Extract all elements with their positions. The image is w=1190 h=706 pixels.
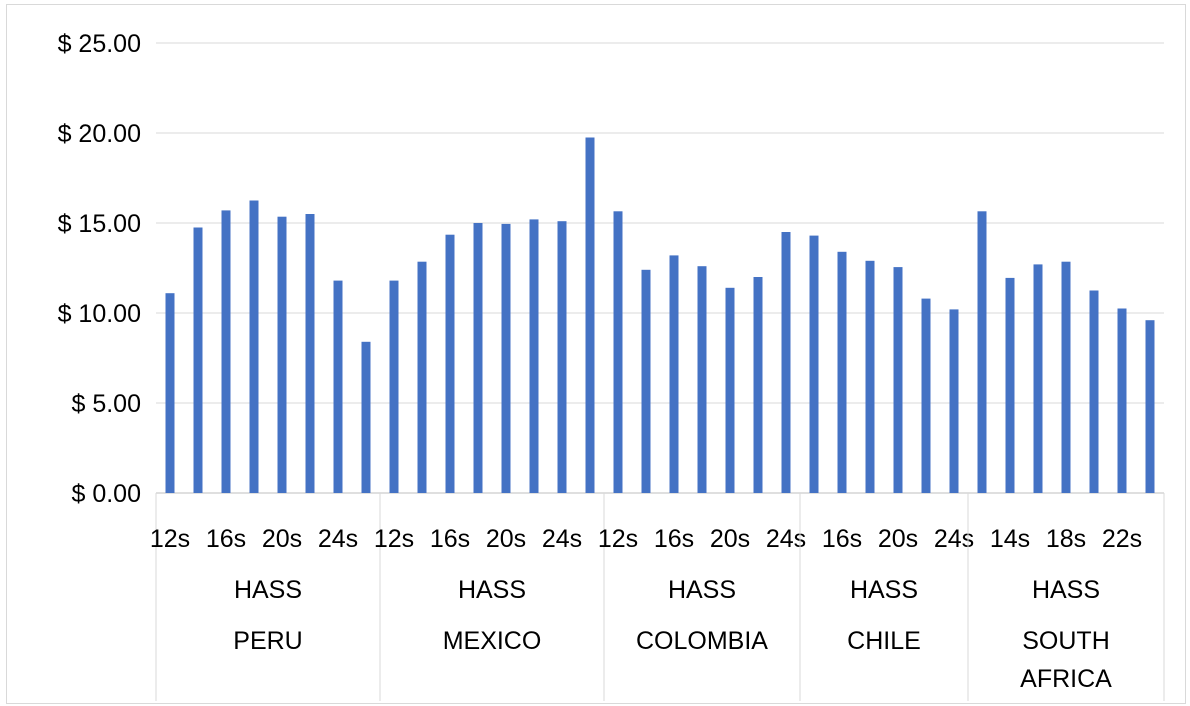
bar bbox=[977, 211, 987, 494]
bar bbox=[389, 280, 399, 493]
size-tick-label: 12s bbox=[374, 525, 414, 553]
bar bbox=[1061, 261, 1071, 493]
bar bbox=[1089, 290, 1099, 493]
size-tick-label: 24s bbox=[318, 525, 358, 553]
bar bbox=[697, 266, 707, 493]
bar bbox=[473, 223, 483, 493]
size-tick-label: 20s bbox=[710, 525, 750, 553]
size-tick-label: 12s bbox=[150, 525, 190, 553]
size-tick-label: 24s bbox=[542, 525, 582, 553]
bar bbox=[809, 235, 819, 493]
size-tick-label: 16s bbox=[822, 525, 862, 553]
y-tick-label: $ 0.00 bbox=[71, 480, 141, 508]
y-tick-label: $ 15.00 bbox=[58, 210, 141, 238]
bar bbox=[893, 267, 903, 493]
origin-label: MEXICO bbox=[443, 627, 542, 655]
bar bbox=[501, 223, 511, 493]
bar bbox=[193, 227, 203, 493]
chart-frame: $ 0.00 $ 5.00 $ 10.00 $ 15.00 $ 20.00 $ 25.00… bbox=[6, 4, 1186, 704]
bar bbox=[837, 251, 847, 493]
bar bbox=[361, 341, 371, 493]
bar bbox=[585, 137, 595, 493]
bar bbox=[277, 216, 287, 493]
y-tick-label: $ 10.00 bbox=[58, 300, 141, 328]
bar bbox=[613, 211, 623, 494]
bar bbox=[165, 293, 175, 493]
size-tick-label: 16s bbox=[654, 525, 694, 553]
origin-label: CHILE bbox=[847, 627, 921, 655]
bar bbox=[557, 221, 567, 493]
size-tick-label: 14s bbox=[990, 525, 1030, 553]
bar bbox=[753, 277, 763, 493]
y-tick-label: $ 5.00 bbox=[71, 390, 141, 418]
y-tick-label: $ 25.00 bbox=[58, 30, 141, 58]
size-tick-label: 24s bbox=[934, 525, 974, 553]
size-tick-label: 22s bbox=[1102, 525, 1142, 553]
bar bbox=[781, 232, 791, 493]
y-tick-label: $ 20.00 bbox=[58, 120, 141, 148]
size-tick-label: 24s bbox=[766, 525, 806, 553]
bar bbox=[1117, 308, 1127, 493]
size-tick-label: 20s bbox=[878, 525, 918, 553]
bar bbox=[249, 200, 259, 493]
size-tick-label: 20s bbox=[486, 525, 526, 553]
bar bbox=[1145, 320, 1155, 493]
bar bbox=[725, 287, 735, 493]
variety-label: HASS bbox=[458, 576, 526, 604]
variety-label: HASS bbox=[850, 576, 918, 604]
bar bbox=[641, 269, 651, 493]
size-tick-label: 16s bbox=[430, 525, 470, 553]
bar bbox=[529, 219, 539, 493]
origin-label: SOUTH bbox=[1022, 627, 1110, 655]
variety-label: HASS bbox=[234, 576, 302, 604]
size-tick-label: 18s bbox=[1046, 525, 1086, 553]
bar bbox=[669, 255, 679, 493]
bar bbox=[949, 309, 959, 493]
size-tick-label: 12s bbox=[598, 525, 638, 553]
origin-label: AFRICA bbox=[1020, 665, 1112, 693]
origin-label: PERU bbox=[233, 627, 302, 655]
variety-label: HASS bbox=[1032, 576, 1100, 604]
size-tick-label: 20s bbox=[262, 525, 302, 553]
bar bbox=[865, 260, 875, 493]
variety-label: HASS bbox=[668, 576, 736, 604]
size-tick-label: 16s bbox=[206, 525, 246, 553]
bar bbox=[445, 234, 455, 493]
bar-chart: $ 0.00 $ 5.00 $ 10.00 $ 15.00 $ 20.00 $ 25.00… bbox=[58, 30, 1165, 701]
bar bbox=[1033, 264, 1043, 493]
bar bbox=[417, 261, 427, 493]
bar bbox=[221, 210, 231, 493]
origin-label: COLOMBIA bbox=[636, 627, 768, 655]
bar bbox=[921, 298, 931, 493]
bar bbox=[333, 280, 343, 493]
bar bbox=[1005, 277, 1015, 493]
bar bbox=[305, 214, 315, 493]
